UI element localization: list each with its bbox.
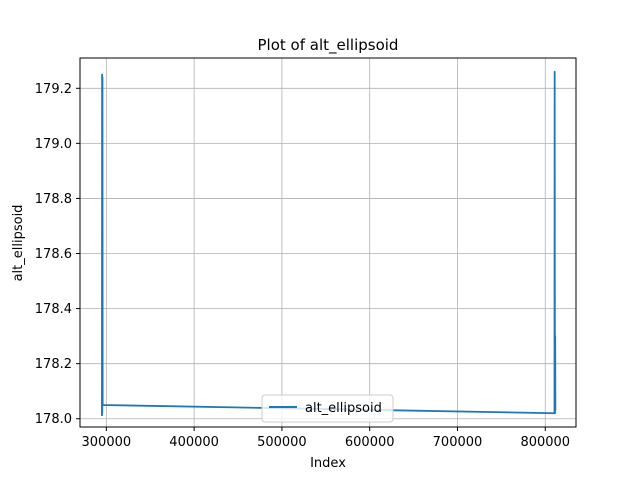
y-tick-label: 179.0 — [35, 137, 72, 152]
chart-title: Plot of alt_ellipsoid — [258, 36, 399, 55]
y-tick-label: 178.6 — [35, 247, 72, 262]
series-line-alt_ellipsoid — [101, 70, 557, 416]
y-axis-label: alt_ellipsoid — [11, 205, 26, 282]
y-tick-label: 178.0 — [35, 412, 72, 427]
series-layer — [101, 70, 557, 416]
legend-label: alt_ellipsoid — [305, 401, 382, 416]
x-tick-label: 600000 — [345, 435, 395, 450]
y-tick-label: 178.2 — [35, 357, 72, 372]
x-axis: 300000 400000 500000 600000 700000 800000 — [82, 427, 570, 450]
x-axis-label: Index — [310, 456, 346, 471]
x-tick-label: 500000 — [257, 435, 307, 450]
x-tick-label: 700000 — [433, 435, 483, 450]
x-tick-label: 400000 — [169, 435, 219, 450]
y-tick-label: 178.4 — [35, 302, 72, 317]
x-tick-label: 800000 — [520, 435, 570, 450]
plot-frame — [79, 57, 577, 428]
y-tick-label: 178.8 — [35, 192, 72, 207]
y-axis: 178.0 178.2 178.4 178.6 178.8 179.0 179.2 — [35, 82, 80, 427]
x-tick-label: 300000 — [82, 435, 132, 450]
legend-box — [261, 394, 394, 423]
grid — [80, 58, 576, 427]
legend: alt_ellipsoid — [261, 394, 394, 423]
y-tick-label: 179.2 — [35, 82, 72, 97]
